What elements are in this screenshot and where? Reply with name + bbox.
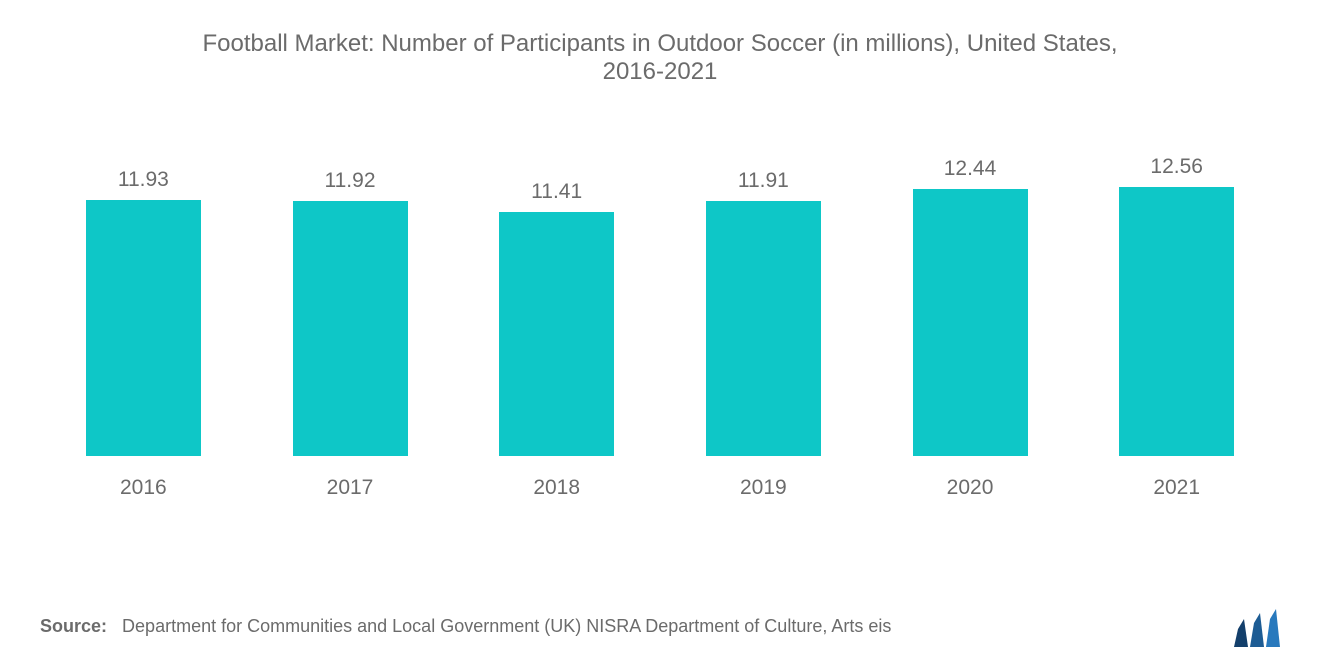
x-axis-label: 2017 (247, 476, 454, 500)
bar (1119, 187, 1234, 456)
bar (913, 189, 1028, 456)
bar-column: 12.44 (867, 146, 1074, 456)
x-axis-label: 2019 (660, 476, 867, 500)
x-axis-label: 2016 (40, 476, 247, 500)
bar-value-label: 11.92 (325, 169, 376, 193)
bar (293, 201, 408, 456)
source-text: Department for Communities and Local Gov… (122, 616, 891, 636)
bar-value-label: 11.91 (738, 169, 789, 193)
bar-value-label: 11.41 (531, 180, 582, 204)
logo-bar-1 (1234, 619, 1248, 647)
chart-container: Football Market: Number of Participants … (0, 0, 1320, 665)
chart-source: Source: Department for Communities and L… (40, 616, 1280, 637)
bar-column: 11.41 (453, 146, 660, 456)
logo-bar-2 (1250, 613, 1264, 647)
x-axis-label: 2021 (1073, 476, 1280, 500)
chart-x-axis: 201620172018201920202021 (40, 476, 1280, 500)
bar (499, 212, 614, 457)
bar-column: 12.56 (1073, 146, 1280, 456)
mordor-intelligence-logo-icon (1230, 609, 1290, 647)
chart-plot-area: 11.9311.9211.4111.9112.4412.56 201620172… (40, 146, 1280, 526)
bar-value-label: 11.93 (118, 168, 169, 192)
bar (86, 200, 201, 456)
bar-value-label: 12.56 (1150, 155, 1203, 179)
bar (706, 201, 821, 456)
bar-value-label: 12.44 (944, 157, 997, 181)
logo-bar-3 (1266, 609, 1280, 647)
source-label: Source: (40, 616, 107, 636)
bar-column: 11.92 (247, 146, 454, 456)
chart-title: Football Market: Number of Participants … (40, 30, 1280, 86)
bar-column: 11.91 (660, 146, 867, 456)
x-axis-label: 2020 (867, 476, 1074, 500)
x-axis-label: 2018 (453, 476, 660, 500)
bar-column: 11.93 (40, 146, 247, 456)
chart-bars: 11.93 11.92 11.41 11.91 12.44 12.56 (40, 146, 1280, 456)
